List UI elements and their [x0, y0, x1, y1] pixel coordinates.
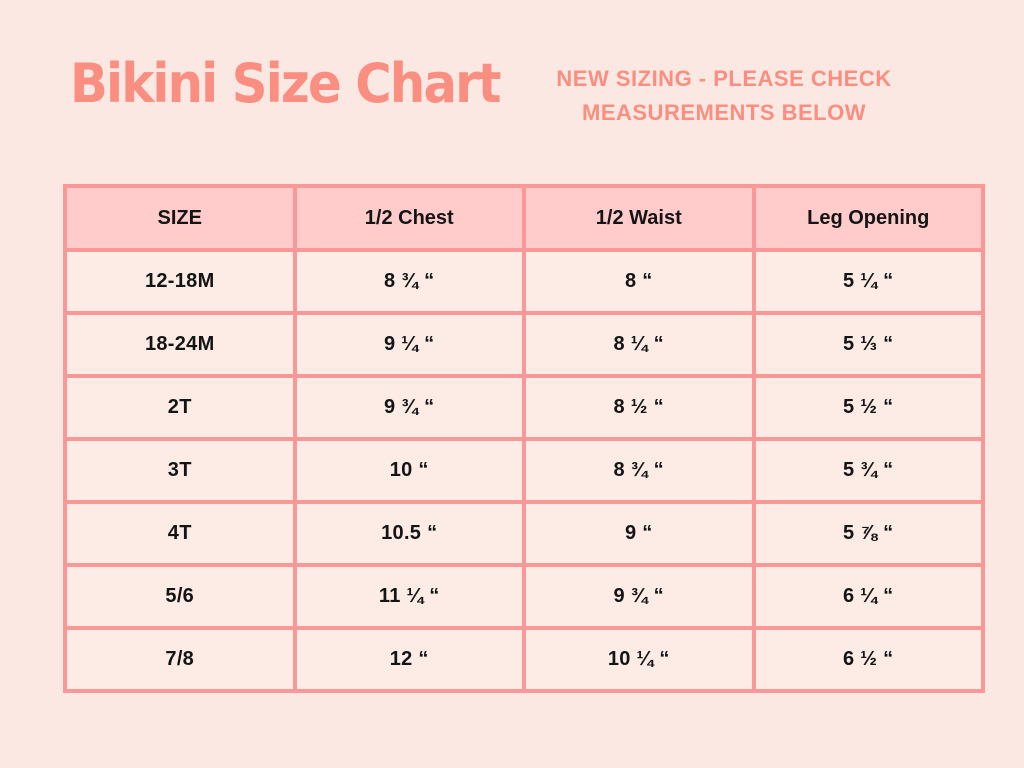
- table-row: 7/8 12 “ 10 ¼ “ 6 ½ “: [63, 626, 985, 693]
- cell-size: 18-24M: [63, 311, 297, 378]
- cell-leg-opening: 5 ½ “: [751, 374, 985, 441]
- cell-size: 12-18M: [63, 248, 297, 315]
- cell-half-chest: 9 ¾ “: [292, 374, 526, 441]
- column-header-leg-opening: Leg Opening: [751, 184, 985, 252]
- cell-half-waist: 8 ¼ “: [522, 311, 756, 378]
- column-header-half-chest: 1/2 Chest: [292, 184, 526, 252]
- cell-half-chest: 9 ¼ “: [292, 311, 526, 378]
- cell-half-chest: 11 ¼ “: [292, 563, 526, 630]
- column-header-half-waist: 1/2 Waist: [522, 184, 756, 252]
- cell-half-waist: 8 ¾ “: [522, 437, 756, 504]
- table-row: 18-24M 9 ¼ “ 8 ¼ “ 5 ⅓ “: [63, 311, 985, 378]
- cell-half-waist: 10 ¼ “: [522, 626, 756, 693]
- column-header-size: SIZE: [63, 184, 297, 252]
- cell-size: 4T: [63, 500, 297, 567]
- cell-half-waist: 9 “: [522, 500, 756, 567]
- table-row: 3T 10 “ 8 ¾ “ 5 ¾ “: [63, 437, 985, 504]
- cell-leg-opening: 6 ½ “: [751, 626, 985, 693]
- cell-half-chest: 8 ¾ “: [292, 248, 526, 315]
- cell-size: 5/6: [63, 563, 297, 630]
- subtitle-line-1: NEW SIZING - PLEASE CHECK: [556, 66, 892, 91]
- cell-size: 7/8: [63, 626, 297, 693]
- table-row: 2T 9 ¾ “ 8 ½ “ 5 ½ “: [63, 374, 985, 441]
- table-row: 5/6 11 ¼ “ 9 ¾ “ 6 ¼ “: [63, 563, 985, 630]
- subtitle-line-2: MEASUREMENTS BELOW: [582, 100, 866, 125]
- cell-leg-opening: 5 ⅞ “: [751, 500, 985, 567]
- cell-half-waist: 9 ¾ “: [522, 563, 756, 630]
- page-subtitle: NEW SIZING - PLEASE CHECK MEASUREMENTS B…: [528, 62, 920, 130]
- cell-size: 3T: [63, 437, 297, 504]
- cell-half-waist: 8 “: [522, 248, 756, 315]
- cell-half-chest: 10.5 “: [292, 500, 526, 567]
- cell-half-chest: 12 “: [292, 626, 526, 693]
- cell-size: 2T: [63, 374, 297, 441]
- table-header-row: SIZE 1/2 Chest 1/2 Waist Leg Opening: [63, 184, 985, 252]
- table-row: 12-18M 8 ¾ “ 8 “ 5 ¼ “: [63, 248, 985, 315]
- cell-leg-opening: 5 ¼ “: [751, 248, 985, 315]
- cell-leg-opening: 5 ⅓ “: [751, 311, 985, 378]
- cell-leg-opening: 6 ¼ “: [751, 563, 985, 630]
- cell-half-waist: 8 ½ “: [522, 374, 756, 441]
- size-chart-table: SIZE 1/2 Chest 1/2 Waist Leg Opening 12-…: [63, 184, 985, 693]
- table-row: 4T 10.5 “ 9 “ 5 ⅞ “: [63, 500, 985, 567]
- cell-half-chest: 10 “: [292, 437, 526, 504]
- page-title: Bikini Size Chart: [70, 52, 502, 115]
- cell-leg-opening: 5 ¾ “: [751, 437, 985, 504]
